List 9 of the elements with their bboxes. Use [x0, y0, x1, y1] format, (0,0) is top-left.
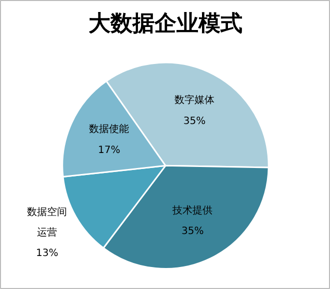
data-label: 35%	[183, 116, 206, 127]
data-label: 35%	[182, 226, 204, 238]
slice-label: 技术提供	[172, 204, 213, 216]
slice-label: 数据使能	[89, 123, 130, 136]
data-label: 13%	[36, 248, 58, 260]
chart-title: 大数据企业模式	[88, 12, 242, 37]
slice-label: 数字媒体	[174, 94, 215, 106]
slice-label: 数据空间运营	[27, 206, 68, 238]
data-label: 17%	[98, 144, 120, 156]
